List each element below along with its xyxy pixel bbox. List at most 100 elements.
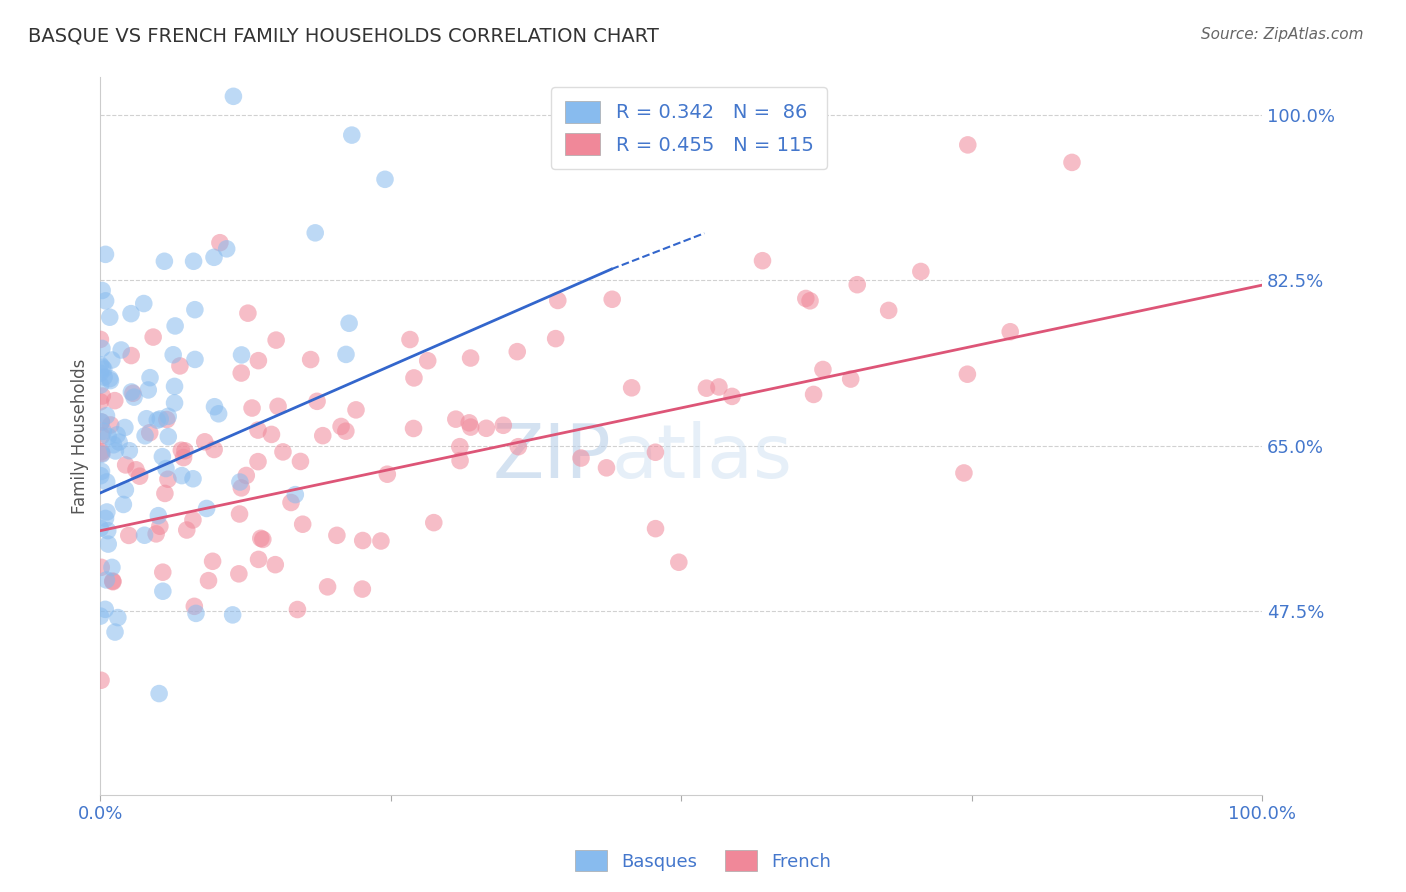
Point bbox=[644, 522, 666, 536]
Point bbox=[90, 464, 112, 478]
Point bbox=[100, 374, 122, 388]
Point bbox=[90, 446, 112, 460]
Point bbox=[90, 444, 112, 458]
Point bbox=[695, 381, 717, 395]
Point bbox=[458, 416, 481, 430]
Point bbox=[150, 450, 173, 464]
Point bbox=[108, 435, 131, 450]
Point bbox=[231, 481, 253, 495]
Point bbox=[174, 443, 197, 458]
Point bbox=[153, 254, 176, 268]
Point bbox=[101, 353, 124, 368]
Point bbox=[195, 501, 218, 516]
Point bbox=[352, 582, 374, 596]
Point bbox=[271, 445, 294, 459]
Point bbox=[326, 528, 349, 542]
Point bbox=[588, 138, 610, 153]
Point bbox=[101, 560, 124, 574]
Point bbox=[1000, 325, 1022, 339]
Point bbox=[953, 466, 976, 480]
Point bbox=[202, 250, 225, 264]
Point bbox=[344, 403, 367, 417]
Point bbox=[98, 310, 121, 325]
Point bbox=[118, 528, 141, 542]
Point bbox=[118, 443, 141, 458]
Point bbox=[460, 351, 482, 365]
Point bbox=[201, 554, 224, 568]
Point bbox=[910, 264, 932, 278]
Point bbox=[803, 387, 825, 401]
Point bbox=[267, 400, 290, 414]
Point bbox=[721, 389, 744, 403]
Point bbox=[169, 359, 191, 373]
Point bbox=[110, 343, 132, 357]
Point bbox=[668, 555, 690, 569]
Point bbox=[236, 306, 259, 320]
Point bbox=[157, 409, 180, 424]
Point bbox=[152, 565, 174, 579]
Point bbox=[839, 372, 862, 386]
Point bbox=[956, 137, 979, 152]
Point bbox=[449, 440, 471, 454]
Point bbox=[595, 460, 617, 475]
Point bbox=[94, 247, 117, 261]
Text: atlas: atlas bbox=[612, 421, 793, 494]
Point bbox=[184, 607, 207, 621]
Point bbox=[620, 381, 643, 395]
Point bbox=[247, 552, 270, 566]
Point bbox=[304, 226, 326, 240]
Point bbox=[202, 442, 225, 457]
Point bbox=[91, 284, 114, 298]
Point bbox=[229, 475, 252, 489]
Point bbox=[252, 533, 274, 547]
Point bbox=[207, 407, 229, 421]
Point bbox=[375, 467, 398, 482]
Point bbox=[163, 379, 186, 393]
Point bbox=[120, 307, 142, 321]
Point bbox=[280, 495, 302, 509]
Point bbox=[142, 330, 165, 344]
Point bbox=[184, 302, 207, 317]
Point bbox=[96, 573, 118, 587]
Point bbox=[228, 566, 250, 581]
Point bbox=[460, 420, 482, 434]
Point bbox=[149, 412, 172, 426]
Point bbox=[94, 293, 117, 308]
Point bbox=[136, 383, 159, 397]
Text: ZIP: ZIP bbox=[492, 421, 612, 494]
Point bbox=[90, 429, 112, 443]
Point bbox=[101, 574, 124, 588]
Point bbox=[155, 461, 177, 475]
Point bbox=[148, 687, 170, 701]
Point bbox=[120, 384, 142, 399]
Point bbox=[811, 362, 834, 376]
Point bbox=[153, 486, 176, 500]
Point bbox=[114, 458, 136, 472]
Point bbox=[291, 517, 314, 532]
Point bbox=[135, 411, 157, 425]
Point bbox=[235, 468, 257, 483]
Point bbox=[204, 400, 226, 414]
Point bbox=[506, 344, 529, 359]
Point bbox=[122, 386, 145, 401]
Point bbox=[449, 453, 471, 467]
Point bbox=[956, 368, 979, 382]
Point bbox=[352, 533, 374, 548]
Point bbox=[120, 349, 142, 363]
Point bbox=[128, 469, 150, 483]
Point bbox=[374, 172, 396, 186]
Point bbox=[299, 352, 322, 367]
Text: BASQUE VS FRENCH FAMILY HOUSEHOLDS CORRELATION CHART: BASQUE VS FRENCH FAMILY HOUSEHOLDS CORRE… bbox=[28, 27, 659, 45]
Point bbox=[148, 508, 170, 523]
Point bbox=[181, 513, 204, 527]
Point bbox=[134, 528, 156, 542]
Point bbox=[98, 372, 121, 386]
Point bbox=[97, 429, 120, 443]
Point bbox=[181, 472, 204, 486]
Point bbox=[93, 362, 115, 376]
Point bbox=[89, 521, 111, 535]
Point bbox=[399, 333, 422, 347]
Point bbox=[794, 292, 817, 306]
Point bbox=[94, 602, 117, 616]
Point bbox=[221, 607, 243, 622]
